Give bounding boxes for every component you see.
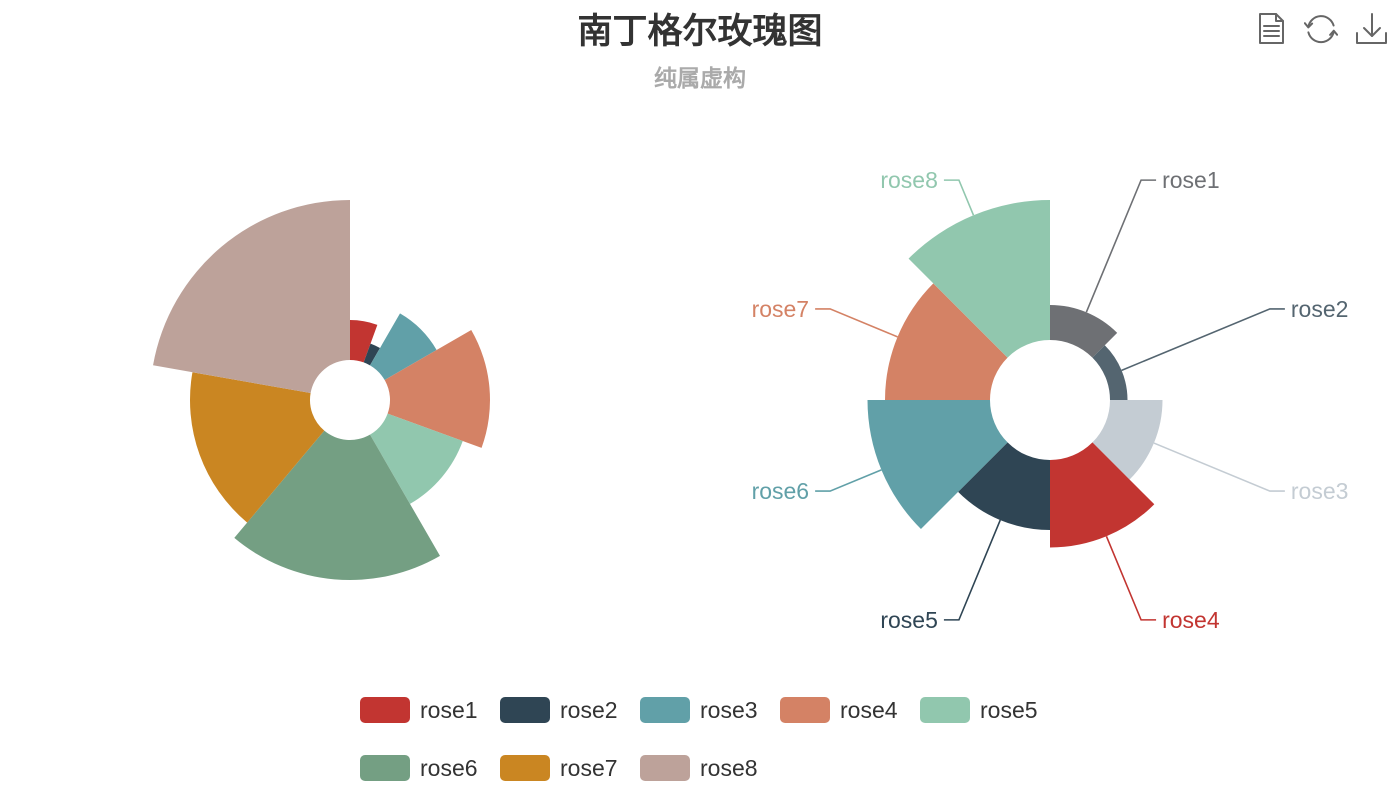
rose-slice-rose7[interactable] — [885, 283, 1008, 400]
rose-slice-rose3[interactable] — [1092, 400, 1163, 480]
rose-slice-rose2[interactable] — [1092, 345, 1128, 400]
rose-slice-rose6[interactable] — [234, 430, 440, 580]
slice-label-rose3: rose3 — [1291, 478, 1349, 504]
refresh-icon — [1304, 15, 1338, 44]
legend-item-rose4[interactable]: rose4 — [780, 697, 898, 723]
legend-item-rose6[interactable]: rose6 — [360, 755, 478, 781]
rose-slice-rose5[interactable] — [370, 413, 463, 504]
legend-label: rose3 — [700, 697, 758, 723]
slice-label-rose6: rose6 — [752, 478, 810, 504]
legend-swatch — [360, 755, 410, 781]
legend-swatch — [640, 697, 690, 723]
slice-label-rose2: rose2 — [1291, 296, 1349, 322]
document-icon — [1259, 13, 1284, 44]
legend-label: rose7 — [560, 755, 618, 781]
legend-label: rose5 — [980, 697, 1038, 723]
label-line-rose7 — [815, 308, 898, 338]
label-line-rose5 — [943, 519, 1001, 621]
legend-swatch — [920, 697, 970, 723]
rose-slice-rose2[interactable] — [363, 343, 380, 366]
legend-item-rose5[interactable]: rose5 — [920, 697, 1038, 723]
label-line-rose1 — [1085, 179, 1157, 313]
slice-label-rose5: rose5 — [880, 607, 938, 633]
legend-item-rose8[interactable]: rose8 — [640, 755, 758, 781]
toolbox — [1254, 12, 1388, 46]
legend-swatch — [500, 755, 550, 781]
legend-swatch — [780, 697, 830, 723]
label-line-rose3 — [1153, 442, 1285, 492]
rose-slice-rose7[interactable] — [190, 372, 325, 523]
restore-button[interactable] — [1304, 12, 1338, 46]
rose-slice-rose3[interactable] — [370, 313, 437, 380]
legend-item-rose3[interactable]: rose3 — [640, 697, 758, 723]
save-as-image-button[interactable] — [1354, 12, 1388, 46]
label-line-rose8 — [943, 179, 975, 216]
rose-slice-rose4[interactable] — [1050, 442, 1155, 548]
legend-label: rose8 — [700, 755, 758, 781]
chart-title: 南丁格尔玫瑰图 — [577, 12, 823, 52]
label-line-rose2 — [1121, 308, 1285, 372]
legend-label: rose2 — [560, 697, 618, 723]
rose-slice-rose5[interactable] — [958, 442, 1050, 530]
slice-label-rose4: rose4 — [1162, 607, 1220, 633]
legend-item-rose7[interactable]: rose7 — [500, 755, 618, 781]
legend-item-rose1[interactable]: rose1 — [360, 697, 478, 723]
rose-slice-rose1[interactable] — [1050, 305, 1118, 358]
legend-swatch — [500, 697, 550, 723]
rose-slice-rose8[interactable] — [908, 200, 1050, 358]
slice-label-rose8: rose8 — [880, 167, 938, 193]
legend-swatch — [640, 755, 690, 781]
rose-slice-rose6[interactable] — [867, 400, 1008, 530]
legend-label: rose4 — [840, 697, 898, 723]
rose-slice-rose8[interactable] — [153, 200, 350, 394]
legend-swatch — [360, 697, 410, 723]
rose-chart-area-mode: rose1 rose2 rose3 rose4 rose5 rose6 rose7 rose8 — [752, 167, 1349, 633]
legend-label: rose1 — [420, 697, 478, 723]
label-line-rose4 — [1105, 535, 1157, 621]
legend-item-rose2[interactable]: rose2 — [500, 697, 618, 723]
slice-label-rose1: rose1 — [1162, 167, 1220, 193]
slice-label-rose7: rose7 — [752, 296, 810, 322]
rose-chart-radius-mode — [153, 200, 491, 580]
chart-subtitle: 纯属虚构 — [654, 66, 746, 92]
legend-label: rose6 — [420, 755, 478, 781]
label-line-rose6 — [815, 469, 882, 492]
download-icon — [1356, 13, 1387, 44]
rose-slice-rose4[interactable] — [384, 330, 491, 448]
data-view-button[interactable] — [1254, 12, 1288, 46]
rose-slice-rose1[interactable] — [350, 320, 378, 363]
